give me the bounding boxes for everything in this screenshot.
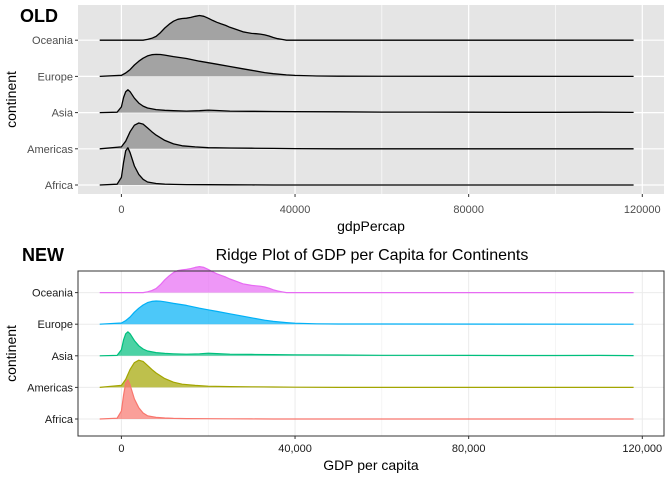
old-x-tick-label: 120000: [624, 204, 661, 216]
old-y-tick-label-americas: Americas: [27, 144, 73, 156]
old-x-tick-label: 0: [118, 204, 124, 216]
new-ridge-line-europe: [99, 300, 634, 325]
old-ridge-line-oceania: [99, 14, 634, 41]
new-y-tick-label-americas: Americas: [27, 382, 73, 394]
new-panel-tag: NEW: [22, 245, 64, 265]
new-y-axis-title: continent: [3, 325, 19, 382]
old-y-tick-label-asia: Asia: [52, 108, 74, 120]
old-panel-tag: OLD: [20, 6, 58, 26]
new-x-tick-label: 40,000: [278, 443, 312, 455]
new-x-tick-label: 80,000: [452, 443, 486, 455]
old-y-tick-label-oceania: Oceania: [32, 35, 74, 47]
new-panel-border: [77, 270, 665, 437]
old-y-axis-title: continent: [3, 71, 19, 128]
new-ridge-fill-americas: [99, 360, 634, 388]
old-ridge-fill-oceania: [99, 15, 634, 41]
new-x-axis-title: GDP per capita: [323, 457, 419, 473]
new-x-tick-label: 0: [118, 443, 124, 455]
new-panel: Africa Americas Asia Europe Oceania 0 40,000 80…: [3, 245, 665, 473]
old-ridge-line-americas: [99, 122, 634, 150]
old-y-tick-label-africa: Africa: [45, 180, 74, 192]
new-ridge-fill-europe: [99, 301, 634, 325]
old-x-tick-label: 40000: [280, 204, 311, 216]
new-ridge-fill-asia: [99, 331, 634, 356]
old-ridge-line-africa: [99, 147, 634, 186]
old-ridge-line-europe: [99, 53, 634, 78]
old-ridge-fill-asia: [99, 89, 634, 113]
new-ridge-line-asia: [99, 331, 634, 357]
old-x-axis-title: gdpPercap: [337, 218, 405, 234]
old-ridge-fill-americas: [99, 123, 634, 149]
new-ridge-fill-oceania: [99, 266, 634, 293]
new-y-tick-label-africa: Africa: [45, 414, 74, 426]
old-panel: Africa Americas Asia Europe Oceania 0 40000 800…: [3, 5, 664, 234]
old-y-tick-label-europe: Europe: [38, 71, 73, 83]
new-x-tick-label: 120,000: [622, 443, 662, 455]
old-ridge-line-asia: [99, 89, 634, 114]
new-ridge-line-oceania: [99, 266, 634, 294]
old-x-tick-label: 80000: [453, 204, 484, 216]
old-ridge-fill-europe: [99, 54, 634, 77]
new-ridge-line-americas: [99, 359, 634, 388]
new-y-tick-label-asia: Asia: [52, 351, 74, 363]
new-y-tick-label-oceania: Oceania: [32, 288, 74, 300]
new-y-tick-label-europe: Europe: [38, 319, 73, 331]
new-chart-title: Ridge Plot of GDP per Capita for Contine…: [216, 247, 529, 264]
new-ridge-line-africa: [99, 379, 634, 420]
